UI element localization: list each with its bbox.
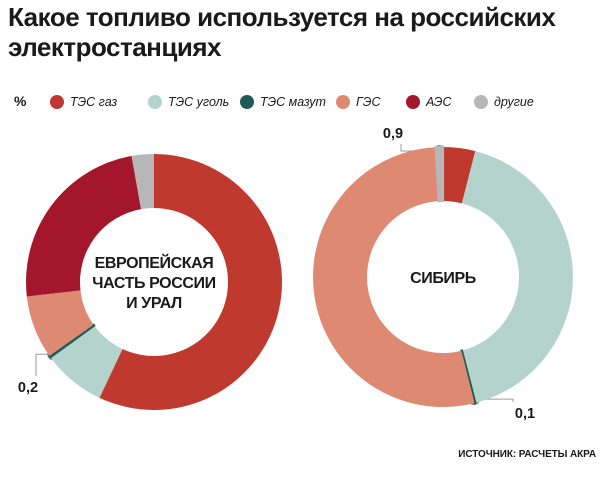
legend-label: другие [494,95,534,109]
donut-title-line: И УРАЛ [126,295,182,312]
legend-label: ТЭС газ [70,95,118,109]
slice-hydro [26,290,94,356]
slice-other [434,145,445,203]
donut-center-title: СИБИРЬ [410,270,476,287]
legend-swatch [50,95,64,109]
chart-title: Какое топливо используется на российских… [8,2,598,62]
legend-label: АЭС [426,95,452,109]
legend-swatch [240,95,254,109]
legend-label: ТЭС мазут [260,95,326,109]
legend-item-tes-fuel-oil: ТЭС мазут [240,93,326,111]
legend-label: ГЭС [356,95,381,109]
legend-swatch [148,95,162,109]
slice-tes-gas [443,147,476,204]
legend-swatch [336,95,350,109]
legend-item-tes-gas: ТЭС газ [50,93,117,111]
legend-swatch [474,95,488,109]
source-note: ИСТОЧНИК: РАСЧЕТЫ АКРА [458,449,596,460]
slice-tes-coal [50,325,123,398]
legend-item-hydro: ГЭС [336,93,381,111]
slice-tes-fuel-oil [47,323,96,359]
slice-label-other: 0,9 [383,126,403,142]
legend: % ТЭС газ ТЭС уголь ТЭС мазут ГЭС АЭС др… [8,93,600,113]
donut-title-line: ЧАСТЬ РОССИИ [92,275,216,292]
slice-nuclear [26,155,142,297]
donut-center-title: ЕВРОПЕЙСКАЯ ЧАСТЬ РОССИИ И УРАЛ [92,253,216,312]
legend-item-other: другие [474,93,534,111]
legend-item-tes-coal: ТЭС уголь [148,93,229,111]
chart-title-line-2: электростанциях [8,32,221,62]
slice-tes-gas [99,154,283,410]
legend-label: ТЭС уголь [168,95,230,109]
slice-label-tes-fuel-oil: 0,1 [515,406,535,422]
slice-tes-fuel-oil [460,349,477,405]
legend-swatch [406,95,420,109]
legend-item-nuclear: АЭС [406,93,451,111]
slice-other [131,154,154,210]
slice-tes-coal [461,151,573,403]
chart-title-line-1: Какое топливо используется на российских [8,2,556,32]
slice-hydro [313,147,475,407]
donut-title-line: ЕВРОПЕЙСКАЯ [95,253,214,272]
donut-title-line: СИБИРЬ [410,270,476,287]
slice-label-tes-fuel-oil: 0,2 [18,380,38,396]
legend-unit: % [14,93,27,109]
